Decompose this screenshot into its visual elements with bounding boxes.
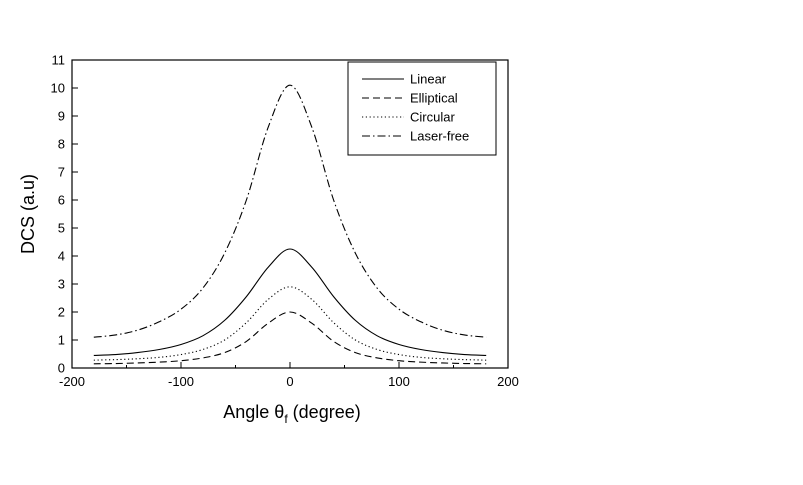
x-tick-label: 200: [497, 374, 519, 389]
y-axis-title: DCS (a.u): [18, 174, 38, 254]
x-axis-title-subscript: f: [284, 412, 288, 426]
x-tick-label: 100: [388, 374, 410, 389]
x-tick-label: -100: [168, 374, 194, 389]
y-tick-label: 3: [58, 277, 65, 292]
y-tick-label: 7: [58, 165, 65, 180]
x-axis-title-main: Angle θ: [223, 402, 284, 422]
y-tick-label: 9: [58, 109, 65, 124]
ticks-layer: -200 -100 0 100 200 0 1 2 3 4 5 6 7 8 9 10 11: [51, 53, 519, 390]
x-tick-label: -200: [59, 374, 85, 389]
legend-label: Linear: [410, 72, 447, 87]
y-tick-label: 6: [58, 193, 65, 208]
legend: Linear Elliptical Circular Laser-free: [347, 61, 497, 156]
series-line-elliptical: [93, 311, 487, 365]
legend-box: [347, 61, 497, 156]
y-tick-label: 4: [58, 249, 65, 264]
y-tick-label: 8: [58, 137, 65, 152]
x-axis-title-tail: (degree): [288, 402, 361, 422]
y-tick-label: 2: [58, 305, 65, 320]
series-layer: [93, 84, 487, 365]
series-line-circular: [93, 286, 487, 361]
x-tick-label: 0: [286, 374, 293, 389]
x-axis-title: Angle θf (degree): [223, 402, 360, 426]
series-line-linear: [93, 248, 487, 356]
series-line-laser-free: [93, 84, 487, 338]
y-tick-label: 5: [58, 221, 65, 236]
legend-label: Circular: [410, 110, 455, 125]
legend-label: Laser-free: [410, 129, 469, 144]
legend-label: Elliptical: [410, 91, 458, 106]
y-tick-label: 0: [58, 361, 65, 376]
y-tick-label: 1: [58, 333, 65, 348]
legend-items: Linear Elliptical Circular Laser-free: [362, 72, 469, 144]
y-tick-label: 10: [51, 81, 65, 96]
y-tick-label: 11: [52, 53, 66, 68]
